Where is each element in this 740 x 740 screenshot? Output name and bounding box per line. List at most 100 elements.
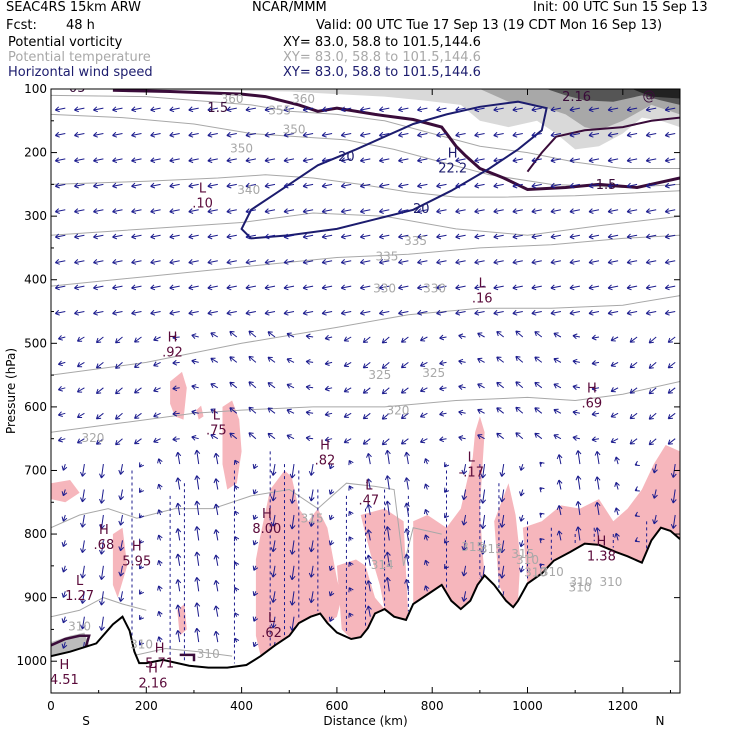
theta-label: 310 xyxy=(197,647,220,661)
wind-vector-arrow xyxy=(591,334,600,341)
theta-label: 310 xyxy=(524,566,547,580)
wind-vector-arrow xyxy=(340,157,352,164)
extremum-letter: L xyxy=(468,451,476,466)
wind-vector-arrow xyxy=(207,208,218,214)
wind-vector-arrow xyxy=(634,511,640,517)
wind-vector-arrow xyxy=(455,157,466,164)
wind-vector-arrow xyxy=(398,131,409,138)
wind-vector-arrow xyxy=(645,259,657,265)
wind-vector-arrow xyxy=(57,360,66,367)
wind-vector-arrow xyxy=(74,131,85,138)
wind-vector-arrow xyxy=(153,412,161,418)
wind-vector-arrow xyxy=(54,208,66,214)
x-tick-label: 400 xyxy=(230,699,253,713)
wind-vector-arrow xyxy=(157,610,163,617)
wind-vector-arrow xyxy=(664,309,676,316)
wind-vector-arrow xyxy=(553,408,562,414)
wind-vector-arrow xyxy=(493,259,504,265)
pv-shading-core xyxy=(632,89,680,99)
wind-vector-arrow xyxy=(366,605,372,617)
wind-vector-arrow xyxy=(80,489,86,503)
y-tick-label: 200 xyxy=(24,146,47,160)
extremum-letter: H xyxy=(448,147,458,162)
y-tick-label: 700 xyxy=(24,463,47,477)
wind-vector-arrow xyxy=(474,131,485,138)
wind-vector-arrow xyxy=(226,131,237,138)
wind-vector-arrow xyxy=(461,464,468,475)
field-theta-name: Potential temperature xyxy=(8,50,151,65)
wind-vector-arrow xyxy=(384,576,391,592)
wind-vector-arrow xyxy=(496,331,505,338)
wind-vector-arrow xyxy=(289,489,296,504)
wind-vector-arrow xyxy=(131,233,142,240)
wind-vector-arrow xyxy=(283,309,295,316)
wind-vector-arrow xyxy=(267,382,276,389)
wind-vector-arrow xyxy=(252,591,259,597)
wind-vector-arrow xyxy=(99,514,105,530)
wind-vector-arrow xyxy=(556,454,563,465)
wind-vector-arrow xyxy=(664,182,676,189)
theta-label: 310 xyxy=(516,553,539,567)
wind-vector-arrow xyxy=(474,309,485,316)
wind-vector-arrow xyxy=(458,384,466,390)
wind-vector-arrow xyxy=(607,233,619,240)
wind-vector-arrow xyxy=(550,233,561,240)
wind-vector-arrow xyxy=(512,182,523,189)
wind-vector-arrow xyxy=(515,406,524,414)
wind-vector-arrow xyxy=(54,106,66,113)
wind-vector-arrow xyxy=(283,106,295,113)
wind-vector-arrow xyxy=(439,410,447,417)
theta-label: 310 xyxy=(68,620,91,634)
extremum-value: .16 xyxy=(472,291,493,306)
wind-vector-arrow xyxy=(226,284,237,291)
init-time: Init: 00 UTC Sun 15 Sep 13 xyxy=(533,0,708,15)
wind-vector-arrow xyxy=(553,332,562,338)
wind-vector-arrow xyxy=(556,530,563,541)
wind-vector-arrow xyxy=(626,106,638,113)
pv-label: 1.5 xyxy=(207,101,228,116)
wind-vector-arrow xyxy=(419,336,428,342)
wind-vector-arrow xyxy=(118,489,125,501)
wind-vector-arrow xyxy=(252,565,259,571)
wind-vector-arrow xyxy=(458,435,466,441)
extremum-letter: H xyxy=(132,540,142,555)
wind-vector-arrow xyxy=(210,332,219,338)
wind-vector-arrow xyxy=(610,361,619,367)
wind-vector-arrow xyxy=(610,438,619,444)
wind-vector-arrow xyxy=(61,616,68,624)
wind-vector-arrow xyxy=(95,438,104,445)
wind-vector-arrow xyxy=(267,432,276,440)
wind-vector-arrow xyxy=(57,335,66,341)
wind-vector-arrow xyxy=(80,540,86,554)
wind-vector-arrow xyxy=(359,309,371,316)
wind-vector-arrow xyxy=(588,284,600,291)
wind-vector-arrow xyxy=(112,309,123,316)
wind-vector-arrow xyxy=(667,387,676,394)
extremum-value: 1.38 xyxy=(587,549,616,564)
wind-vector-arrow xyxy=(302,157,314,164)
extremum-letter: H xyxy=(262,507,272,522)
wind-vector-arrow xyxy=(308,565,315,578)
wind-vector-arrow xyxy=(477,383,485,389)
wind-vector-arrow xyxy=(607,309,619,316)
wind-vector-arrow xyxy=(169,208,180,214)
wind-vector-arrow xyxy=(188,259,199,265)
wind-vector-arrow xyxy=(302,131,314,138)
wind-vector-arrow xyxy=(270,514,277,527)
wind-vector-arrow xyxy=(112,259,123,265)
wind-vector-arrow xyxy=(607,182,619,189)
wind-speed-label: 20 xyxy=(413,202,430,217)
wind-vector-arrow xyxy=(575,500,582,516)
wind-vector-arrow xyxy=(283,157,295,164)
wind-vector-arrow xyxy=(118,565,125,577)
wind-vector-arrow xyxy=(348,587,354,593)
wind-vector-arrow xyxy=(417,157,428,164)
wind-vector-arrow xyxy=(264,131,276,138)
extremum-letter: L xyxy=(365,479,373,494)
wind-vector-arrow xyxy=(229,407,238,414)
wind-vector-arrow xyxy=(305,333,314,340)
wind-vector-arrow xyxy=(455,182,466,189)
wind-vector-arrow xyxy=(321,131,333,138)
wind-vector-arrow xyxy=(270,540,277,553)
wind-vector-arrow xyxy=(139,614,145,621)
